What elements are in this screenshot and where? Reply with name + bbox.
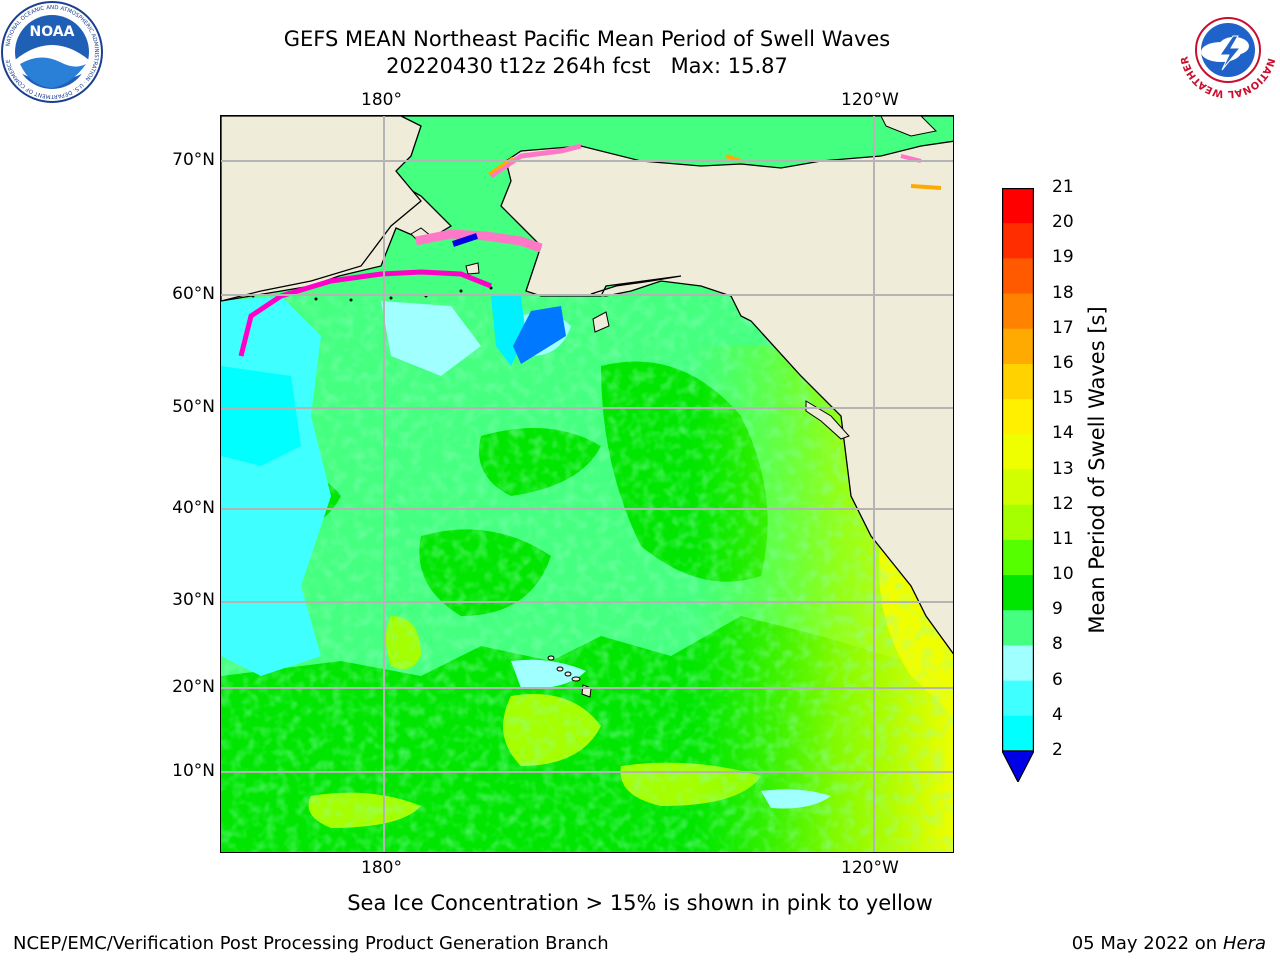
footer-date-text: 05 May 2022 on	[1071, 933, 1218, 954]
colorbar-tick-label: 17	[1052, 317, 1074, 338]
colorbar-band	[1002, 539, 1034, 576]
sea-ice	[238, 143, 942, 357]
colorbar-band	[1002, 328, 1034, 365]
colorbar-tick-label: 11	[1052, 528, 1074, 549]
colorbar-band	[1002, 680, 1034, 717]
colorbar-band	[1002, 188, 1034, 224]
lat-label-60n: 60°N	[172, 284, 215, 304]
colorbar-band	[1002, 399, 1034, 435]
nws-logo-icon: NATIONAL WEATHER SERVICE	[1176, 0, 1276, 99]
footer-host: Hera	[1222, 933, 1266, 954]
island-nunivak	[465, 262, 480, 275]
colorbar-band	[1002, 434, 1034, 470]
gridlines	[221, 116, 953, 852]
colorbar-tick-label: 21	[1052, 177, 1074, 197]
lon-label-bottom-120w: 120°W	[841, 858, 899, 878]
bering-low-period	[491, 296, 566, 366]
colorbar-tick-label: 12	[1052, 493, 1074, 514]
colorbar-tick-label: 13	[1052, 458, 1074, 479]
colorbar-band	[1002, 223, 1034, 259]
lon-label-top-120w: 120°W	[841, 90, 899, 110]
colorbar-band	[1002, 610, 1034, 646]
colorbar-band	[1002, 258, 1034, 295]
chart-subtitle: 20220430 t12z 264h fcst Max: 15.87	[386, 54, 788, 78]
colorbar-tick-label: 14	[1052, 423, 1074, 444]
land-siberia-east	[221, 116, 422, 302]
land-masses	[221, 116, 953, 655]
lon-label-bottom-180: 180°	[361, 858, 402, 878]
colorbar-band	[1002, 645, 1034, 682]
lat-label-30n: 30°N	[172, 590, 215, 610]
chart-title: GEFS MEAN Northeast Pacific Mean Period …	[283, 27, 891, 51]
lon-label-top-180: 180°	[361, 90, 402, 110]
map-frame	[220, 115, 954, 853]
colorbar-tick-label: 19	[1052, 247, 1074, 268]
sea-ice-note: Sea Ice Concentration > 15% is shown in …	[347, 891, 933, 915]
colorbar-band	[1002, 715, 1034, 752]
island-banks	[880, 116, 938, 137]
colorbar-tick-label: 4	[1052, 704, 1063, 725]
colorbar-title: Mean Period of Swell Waves [s]	[1085, 306, 1109, 634]
lat-label-20n: 20°N	[172, 677, 215, 697]
colorbar-bands	[1002, 188, 1034, 752]
colorbar-extend-arrow	[1002, 750, 1034, 782]
colorbar-tick-label: 10	[1052, 564, 1074, 585]
swell-period-map	[221, 116, 953, 852]
lat-label-10n: 10°N	[172, 761, 215, 781]
colorbar-band	[1002, 504, 1034, 541]
colorbar	[1002, 188, 1034, 782]
svg-text:NOAA: NOAA	[30, 24, 75, 40]
colorbar-tick-label: 2	[1052, 740, 1063, 760]
colorbar-band	[1002, 363, 1034, 400]
land-alaska-canada	[500, 140, 953, 655]
colorbar-tick-label: 15	[1052, 388, 1074, 409]
colorbar-tick-label: 9	[1052, 599, 1063, 620]
island-vancouver	[805, 400, 850, 440]
colorbar-tick-label: 18	[1052, 282, 1074, 303]
colorbar-band	[1002, 575, 1034, 611]
noaa-logo-icon: NOAA NATIONAL OCEANIC AND ATMOSPHERIC AD…	[1, 1, 103, 103]
island-kodiak	[592, 311, 610, 333]
lat-label-70n: 70°N	[172, 150, 215, 170]
colorbar-tick-label: 20	[1052, 212, 1074, 233]
colorbar-tick-label: 6	[1052, 669, 1063, 690]
colorbar-band	[1002, 469, 1034, 506]
lat-label-40n: 40°N	[172, 498, 215, 518]
colorbar-tick-label: 8	[1052, 634, 1063, 655]
footer-date: 05 May 2022 on Hera	[1072, 933, 1266, 954]
colorbar-tick-label: 16	[1052, 352, 1074, 373]
footer-credit: NCEP/EMC/Verification Post Processing Pr…	[13, 933, 609, 954]
lat-label-50n: 50°N	[172, 397, 215, 417]
colorbar-band	[1002, 293, 1034, 330]
